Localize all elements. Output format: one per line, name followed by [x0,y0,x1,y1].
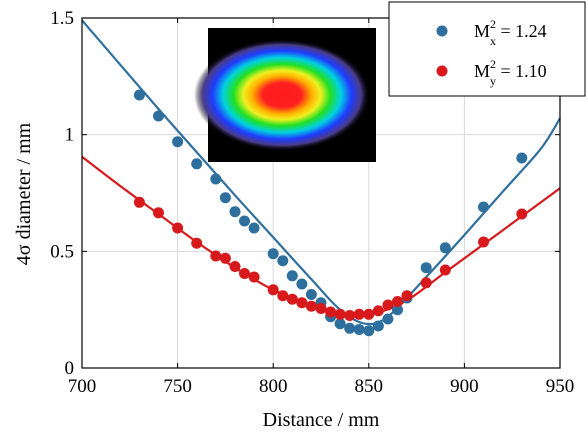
data-point-0 [172,136,184,148]
data-point-1 [305,300,317,312]
data-point-1 [267,284,279,296]
y-axis-title: 4σ diameter / mm [13,122,35,265]
data-point-1 [344,310,356,321]
x-tick-label: 850 [355,376,384,397]
data-point-1 [325,306,337,318]
data-point-1 [334,308,346,320]
data-point-0 [210,173,222,185]
data-point-1 [172,222,184,234]
data-point-1 [286,293,298,305]
data-point-1 [382,299,394,311]
data-point-1 [153,207,164,219]
data-point-1 [191,237,203,249]
data-point-0 [267,248,279,260]
data-point-0 [277,255,289,267]
data-point-0 [133,89,145,101]
x-tick-label: 950 [546,376,575,397]
x-tick-label: 700 [68,376,97,397]
data-point-1 [229,261,241,272]
legend-marker-y [436,65,448,77]
data-point-0 [439,242,451,254]
legend-y-value: = 1.10 [496,61,547,81]
y-tick-label: 0.5 [50,241,74,262]
data-point-0 [516,152,528,164]
data-point-0 [363,325,375,337]
data-point-1 [372,305,384,317]
data-point-1 [248,271,260,283]
data-point-0 [382,313,394,325]
data-point-0 [372,320,384,332]
plot-frame [81,17,561,369]
legend-box [388,1,586,97]
data-point-0 [153,110,164,122]
data-point-0 [191,158,203,170]
legend-x-base: M [474,21,490,41]
data-point-1 [401,290,413,302]
legend-x-value: = 1.24 [496,21,547,41]
legend: M2 x = 1.24 M2 y = 1.10 [388,1,586,97]
data-point-1 [420,277,432,289]
data-point-0 [305,289,317,300]
data-point-1 [219,252,231,264]
y-tick-label: 1 [65,125,75,146]
data-point-0 [344,322,356,334]
data-point-1 [277,290,289,302]
legend-x-sup: 2 [490,17,496,31]
data-point-1 [133,196,145,208]
data-points [133,89,528,337]
data-point-0 [334,318,346,330]
data-point-1 [478,236,489,248]
legend-marker-x [436,25,448,37]
data-point-0 [478,201,489,213]
x-tick-label: 900 [450,376,479,397]
data-point-1 [439,264,451,276]
legend-label-x: M2 x = 1.24 [474,17,547,48]
data-point-1 [516,208,528,220]
x-tick-label: 800 [259,376,288,397]
data-point-0 [229,206,241,218]
x-axis-title: Distance / mm [263,409,380,431]
data-point-1 [296,297,308,309]
data-point-1 [315,303,327,314]
beam-spot [194,39,370,151]
data-point-0 [286,270,298,282]
data-point-0 [239,215,250,227]
data-point-0 [420,262,432,274]
data-point-0 [248,222,260,234]
legend-y-sup: 2 [490,57,496,71]
y-tick-label: 1.5 [50,8,74,29]
data-point-0 [296,278,308,290]
data-point-0 [392,304,403,316]
legend-y-base: M [474,61,490,81]
data-point-0 [219,192,231,204]
legend-label-y: M2 y = 1.10 [474,57,547,88]
data-point-1 [353,308,365,320]
x-tick-label: 750 [163,376,192,397]
legend-y-sub: y [490,74,496,88]
tick-labels: 700 750 800 850 900 950 0 0.5 1 1.5 [50,8,574,397]
legend-x-sub: x [490,34,496,48]
data-point-1 [363,308,375,320]
data-point-1 [392,296,403,307]
y-tick-label: 0 [65,358,75,379]
data-point-1 [239,268,250,279]
beam-profile-inset [194,28,376,162]
data-point-0 [353,324,365,335]
data-point-1 [210,250,222,262]
